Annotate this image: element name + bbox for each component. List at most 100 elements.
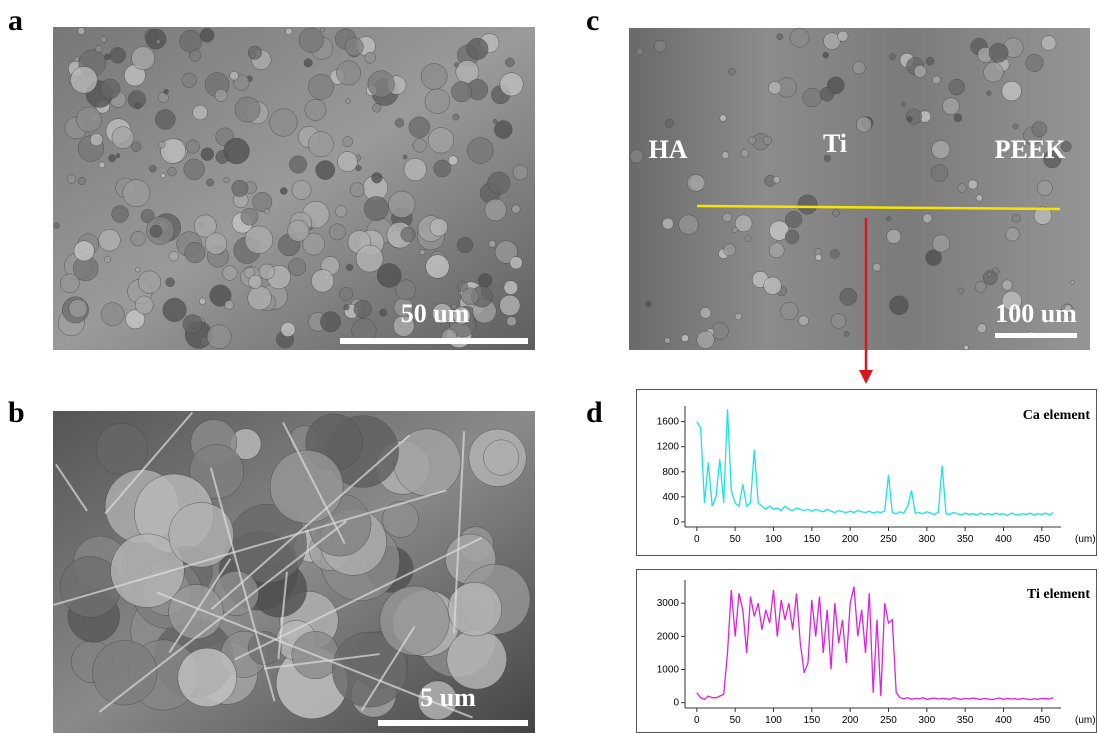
texture	[838, 31, 848, 41]
texture	[700, 307, 711, 318]
texture	[178, 648, 237, 707]
texture	[104, 257, 110, 263]
texture	[135, 296, 153, 314]
texture	[1041, 35, 1056, 50]
texture	[401, 227, 416, 242]
texture	[958, 288, 964, 294]
texture	[457, 237, 473, 253]
texture	[785, 211, 802, 228]
texture	[949, 79, 965, 95]
texture	[335, 206, 347, 218]
texture	[158, 141, 165, 148]
texture	[1026, 54, 1044, 72]
texture	[235, 97, 260, 122]
texture	[664, 337, 670, 343]
texture	[71, 66, 98, 93]
texture	[132, 47, 155, 70]
texture	[636, 48, 644, 56]
x-axis-label: (um)	[1075, 534, 1096, 545]
texture	[773, 176, 780, 183]
x-tick-label: 300	[918, 715, 935, 726]
texture	[943, 98, 960, 115]
x-tick-label: 450	[1033, 715, 1050, 726]
texture	[308, 74, 333, 99]
texture	[354, 300, 372, 318]
texture	[513, 165, 528, 180]
texture	[365, 52, 376, 63]
y-tick-label: 2000	[657, 631, 680, 642]
texture	[74, 57, 79, 62]
x-tick-label: 0	[694, 715, 700, 726]
texture	[380, 309, 387, 316]
region-label: PEEK	[995, 135, 1067, 164]
texture	[478, 273, 492, 287]
y-tick-label: 400	[662, 492, 679, 503]
scale-label: 100 um	[995, 299, 1077, 328]
texture	[907, 116, 912, 121]
texture	[428, 128, 454, 154]
page: a b c d 50 um 5 um HA Ti PEEK 100 um 040…	[0, 0, 1099, 733]
texture	[510, 257, 523, 270]
texture	[697, 331, 715, 349]
texture	[646, 301, 652, 307]
texture	[448, 156, 458, 166]
texture	[932, 235, 949, 252]
texture	[135, 267, 140, 272]
texture	[150, 225, 162, 237]
texture	[199, 298, 205, 304]
texture	[224, 138, 250, 164]
texture	[665, 119, 674, 128]
texture	[76, 107, 101, 132]
texture	[493, 119, 497, 123]
texture	[207, 325, 231, 349]
texture	[856, 117, 871, 132]
texture	[329, 224, 345, 240]
texture	[932, 140, 950, 158]
texture	[281, 322, 296, 337]
texture	[722, 152, 729, 159]
texture	[299, 28, 323, 52]
texture	[977, 324, 986, 333]
texture	[99, 162, 105, 168]
texture	[1002, 280, 1012, 290]
y-tick-label: 3000	[657, 598, 680, 609]
texture	[830, 250, 839, 259]
scale-bar	[378, 720, 528, 726]
texture	[241, 208, 258, 225]
texture	[984, 62, 1004, 82]
texture	[67, 175, 76, 184]
texture	[485, 199, 507, 221]
texture	[1013, 124, 1018, 129]
texture	[785, 230, 799, 244]
texture	[409, 117, 430, 138]
texture	[923, 214, 932, 223]
texture	[346, 264, 353, 271]
texture	[968, 180, 977, 189]
texture	[505, 58, 514, 67]
texture	[339, 287, 352, 300]
x-tick-label: 400	[995, 534, 1012, 545]
texture	[164, 89, 169, 94]
texture	[138, 271, 161, 294]
texture	[206, 179, 213, 186]
texture	[844, 331, 849, 336]
scale-bar	[995, 333, 1077, 338]
x-tick-label: 300	[918, 534, 935, 545]
texture	[833, 209, 840, 216]
texture	[74, 241, 94, 261]
texture	[777, 34, 783, 40]
texture	[1070, 280, 1074, 284]
texture	[931, 164, 948, 181]
scale-label: 5 um	[420, 683, 476, 712]
x-tick-label: 100	[765, 534, 782, 545]
texture	[467, 138, 493, 164]
texture	[110, 47, 126, 63]
texture	[222, 266, 237, 281]
region-label: HA	[649, 135, 688, 164]
texture	[308, 132, 333, 157]
x-tick-label: 0	[694, 534, 700, 545]
texture	[189, 50, 201, 62]
texture	[380, 586, 449, 655]
texture	[769, 243, 784, 258]
texture	[344, 304, 350, 310]
